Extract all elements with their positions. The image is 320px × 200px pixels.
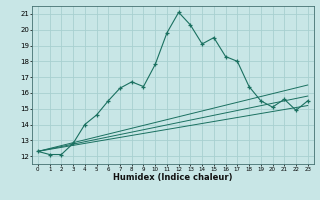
X-axis label: Humidex (Indice chaleur): Humidex (Indice chaleur) [113, 173, 233, 182]
